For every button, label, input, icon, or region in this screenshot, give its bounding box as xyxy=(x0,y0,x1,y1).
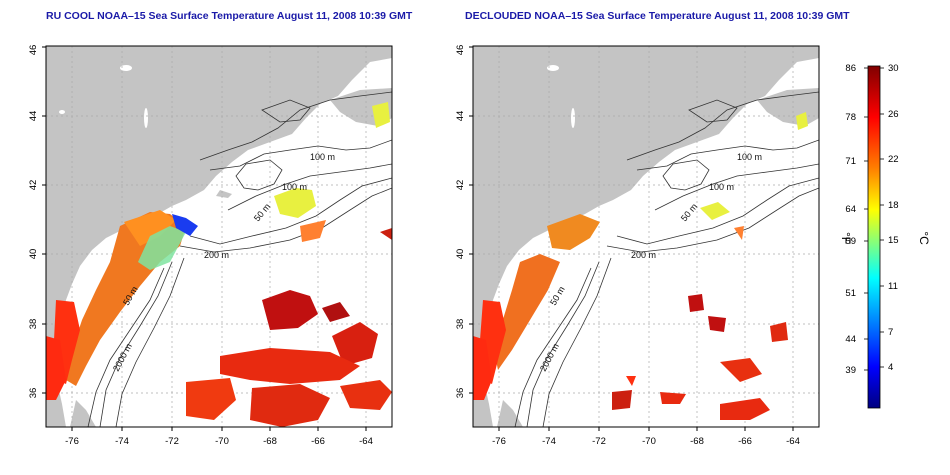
y-tick-label: 38 xyxy=(28,319,39,330)
graticule xyxy=(473,46,819,427)
map-frame xyxy=(45,45,393,428)
contour-label: 100 m xyxy=(709,182,734,192)
land-mass xyxy=(46,46,392,427)
y-tick-label: 46 xyxy=(28,45,39,56)
contour-label: 200 m xyxy=(631,250,656,260)
y-tick-label: 38 xyxy=(455,319,466,330)
c-tick-label: 15 xyxy=(888,235,899,246)
fahrenheit-ticks: 86 78 71 64 59 51 44 39 xyxy=(845,63,856,376)
colorbar-ticks xyxy=(864,67,884,371)
x-tick-label: -72 xyxy=(165,436,179,447)
y-tick-label: 40 xyxy=(28,249,39,260)
x-tick-label: -68 xyxy=(690,436,704,447)
c-tick-label: 22 xyxy=(888,154,899,165)
y-tick-label: 36 xyxy=(28,388,39,399)
c-tick-label: 26 xyxy=(888,109,899,120)
f-tick-label: 44 xyxy=(845,334,856,345)
y-tick-label: 40 xyxy=(455,249,466,260)
f-tick-label: 86 xyxy=(845,63,856,74)
contour-label: 100 m xyxy=(310,152,335,162)
y-tick-label: 44 xyxy=(455,111,466,122)
map-panel-right: 100 m 100 m 50 m 200 m 50 m 2000 m 36 38… xyxy=(455,45,820,447)
y-tick-label: 46 xyxy=(455,45,466,56)
contour-label: 200 m xyxy=(204,250,229,260)
f-tick-label: 51 xyxy=(845,288,856,299)
map-title-left: RU COOL NOAA–15 Sea Surface Temperature … xyxy=(46,10,413,22)
map-frame xyxy=(472,45,820,428)
x-tick-label: -66 xyxy=(311,436,325,447)
f-tick-label: 78 xyxy=(845,112,856,123)
bathymetry-contours xyxy=(87,91,392,427)
y-tick-label: 42 xyxy=(455,180,466,191)
x-tick-label: -64 xyxy=(786,436,800,447)
f-tick-label: 59 xyxy=(845,236,856,247)
x-axis-right: -76 -74 -72 -70 -68 -66 -64 xyxy=(492,427,800,447)
celsius-ticks: 30 26 22 18 15 11 7 4 xyxy=(888,63,899,373)
x-tick-label: -76 xyxy=(65,436,79,447)
colorbar: 86 78 71 64 59 51 44 39 30 26 22 18 15 1… xyxy=(839,63,931,409)
sst-patches xyxy=(46,102,392,427)
c-tick-label: 11 xyxy=(888,281,898,292)
x-tick-label: -68 xyxy=(263,436,277,447)
contour-label: 100 m xyxy=(737,152,762,162)
y-axis-right: 36 38 40 42 44 46 xyxy=(455,45,473,399)
x-tick-label: -70 xyxy=(215,436,229,447)
f-tick-label: 39 xyxy=(845,365,856,376)
x-tick-label: -64 xyxy=(359,436,373,447)
x-axis-left: -76 -74 -72 -70 -68 -66 -64 xyxy=(65,427,373,447)
x-tick-label: -74 xyxy=(115,436,129,447)
y-tick-label: 42 xyxy=(28,180,39,191)
map-panel-left: 100 m 100 m 50 m 200 m 50 m 2000 m 36 38… xyxy=(28,45,393,447)
land-mass xyxy=(473,46,819,427)
c-tick-label: 7 xyxy=(888,327,893,338)
c-tick-label: 4 xyxy=(888,362,893,373)
y-tick-label: 44 xyxy=(28,111,39,122)
contour-label: 100 m xyxy=(282,182,307,192)
f-tick-label: 64 xyxy=(845,204,856,215)
c-tick-label: 18 xyxy=(888,200,899,211)
x-tick-label: -76 xyxy=(492,436,506,447)
bathymetry-contours xyxy=(514,91,819,427)
x-tick-label: -74 xyxy=(542,436,556,447)
fahrenheit-unit: °F xyxy=(839,232,853,244)
x-tick-label: -70 xyxy=(642,436,656,447)
celsius-unit: °C xyxy=(917,231,931,245)
map-title-right: DECLOUDED NOAA–15 Sea Surface Temperatur… xyxy=(465,10,850,22)
sst-patches xyxy=(473,112,808,420)
c-tick-label: 30 xyxy=(888,63,899,74)
y-axis-left: 36 38 40 42 44 46 xyxy=(28,45,46,399)
x-tick-label: -66 xyxy=(738,436,752,447)
f-tick-label: 71 xyxy=(845,156,856,167)
x-tick-label: -72 xyxy=(592,436,606,447)
y-tick-label: 36 xyxy=(455,388,466,399)
colorbar-gradient xyxy=(867,65,881,409)
